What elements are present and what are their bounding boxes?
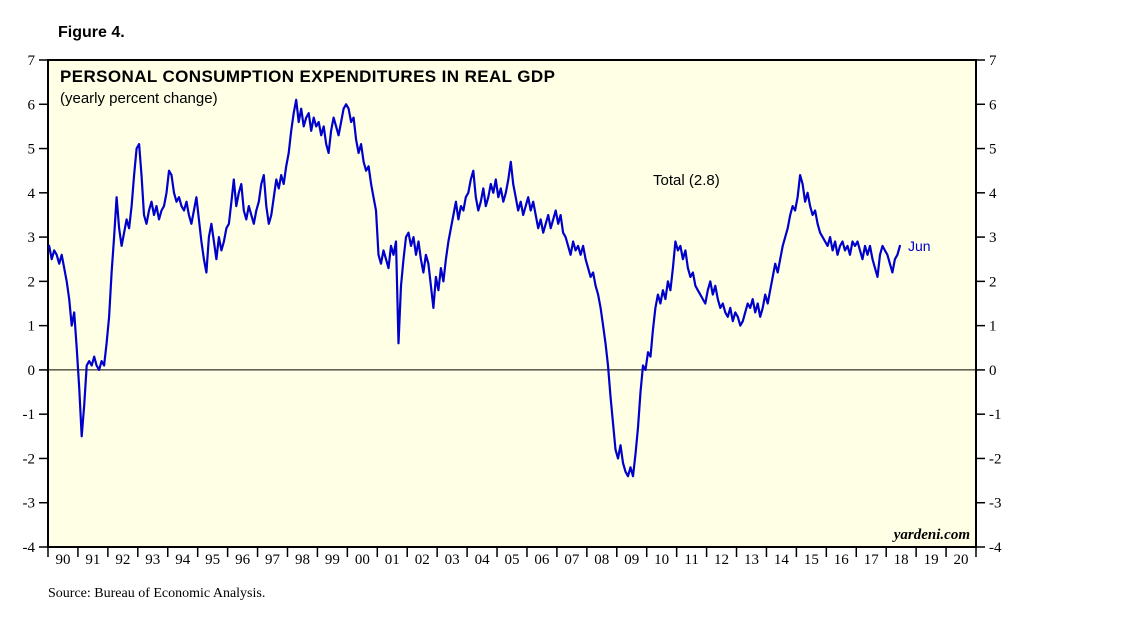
x-tick-label: 08 — [594, 552, 609, 568]
pce-line — [48, 98, 901, 478]
x-tick-label: 20 — [954, 552, 969, 568]
x-tick-label: 14 — [774, 552, 790, 568]
x-tick-label: 95 — [205, 552, 220, 568]
y-tick-label-right: 0 — [989, 363, 997, 379]
y-tick-label-right: -2 — [989, 451, 1002, 467]
chart-title: PERSONAL CONSUMPTION EXPENDITURES IN REA… — [60, 67, 556, 86]
y-tick-label-left: 0 — [28, 363, 36, 379]
x-tick-label: 98 — [295, 552, 310, 568]
y-tick-label-right: 4 — [989, 186, 997, 202]
y-tick-label-right: 5 — [989, 142, 997, 158]
y-tick-label-left: -1 — [23, 407, 36, 423]
x-tick-label: 07 — [564, 552, 580, 568]
x-tick-label: 19 — [924, 552, 939, 568]
y-tick-label-left: 2 — [28, 274, 36, 290]
x-tick-label: 18 — [894, 552, 909, 568]
y-tick-label-right: 6 — [989, 97, 997, 113]
x-tick-label: 92 — [115, 552, 130, 568]
x-tick-label: 11 — [684, 552, 698, 568]
x-tick-label: 17 — [864, 552, 880, 568]
x-tick-label: 01 — [385, 552, 400, 568]
x-tick-label: 02 — [415, 552, 430, 568]
x-tick-label: 16 — [834, 552, 850, 568]
y-tick-label-left: -2 — [23, 451, 36, 467]
y-tick-label-left: 4 — [28, 186, 36, 202]
x-tick-label: 91 — [85, 552, 100, 568]
total-annotation: Total (2.8) — [653, 172, 720, 189]
y-tick-label-left: 3 — [28, 230, 36, 246]
x-tick-label: 04 — [475, 552, 491, 568]
x-tick-label: 06 — [534, 552, 550, 568]
y-tick-label-left: 5 — [28, 142, 36, 158]
x-tick-label: 12 — [714, 552, 729, 568]
plot-area — [47, 59, 977, 548]
y-tick-label-left: 7 — [28, 53, 36, 69]
x-tick-label: 94 — [175, 552, 191, 568]
y-tick-label-right: -3 — [989, 496, 1002, 512]
x-tick-label: 96 — [235, 552, 251, 568]
x-tick-label: 90 — [55, 552, 70, 568]
y-tick-label-left: 6 — [28, 97, 36, 113]
x-tick-label: 03 — [445, 552, 460, 568]
yardeni-watermark: yardeni.com — [893, 527, 970, 543]
latest-point-label: Jun — [908, 238, 931, 254]
x-tick-label: 09 — [624, 552, 639, 568]
x-tick-label: 99 — [325, 552, 340, 568]
x-tick-label: 15 — [804, 552, 819, 568]
x-tick-label: 13 — [744, 552, 759, 568]
chart-subtitle: (yearly percent change) — [60, 90, 218, 107]
x-tick-label: 00 — [355, 552, 370, 568]
y-tick-label-right: -1 — [989, 407, 1002, 423]
y-tick-label-right: 7 — [989, 53, 997, 69]
x-tick-label: 05 — [505, 552, 520, 568]
y-tick-label-right: -4 — [989, 540, 1002, 556]
y-tick-label-right: 3 — [989, 230, 997, 246]
y-tick-label-right: 2 — [989, 274, 997, 290]
y-tick-label-left: 1 — [28, 319, 36, 335]
x-tick-label: 97 — [265, 552, 281, 568]
source-note: Source: Bureau of Economic Analysis. — [48, 586, 266, 601]
figure-label: Figure 4. — [58, 24, 125, 41]
x-tick-label: 10 — [654, 552, 669, 568]
x-tick-label: 93 — [145, 552, 160, 568]
y-tick-label-left: -3 — [23, 496, 36, 512]
y-tick-label-right: 1 — [989, 319, 997, 335]
y-tick-label-left: -4 — [23, 540, 36, 556]
